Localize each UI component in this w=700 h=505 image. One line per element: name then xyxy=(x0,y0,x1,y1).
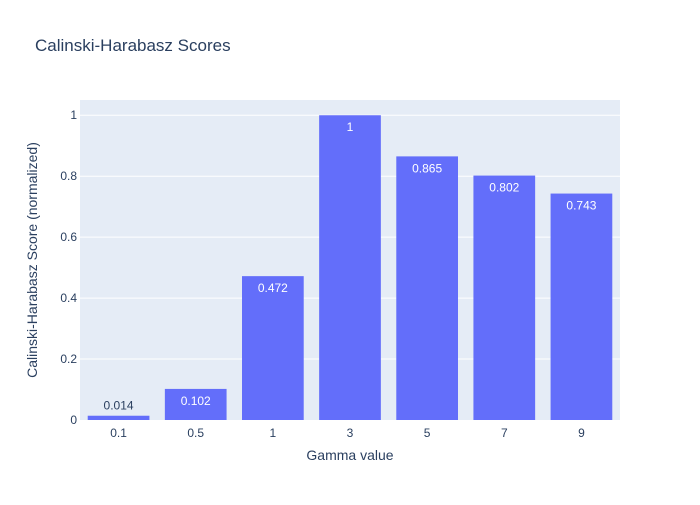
bar-value-label: 0.014 xyxy=(104,399,134,413)
y-tick-label: 0.2 xyxy=(60,352,77,366)
bar-value-label: 0.743 xyxy=(566,199,596,213)
x-tick-label: 0.5 xyxy=(187,426,204,440)
x-tick-label: 3 xyxy=(347,426,354,440)
bar-value-label: 0.472 xyxy=(258,281,288,295)
bar-value-label: 0.802 xyxy=(489,181,519,195)
bar-7 xyxy=(473,175,536,420)
y-axis-title: Calinski-Harabasz Score (normalized) xyxy=(24,142,40,378)
y-tick-label: 1 xyxy=(70,108,77,122)
bar-9 xyxy=(550,193,613,420)
bar-value-label: 1 xyxy=(347,120,354,134)
x-tick-label: 0.1 xyxy=(110,426,127,440)
x-tick-label: 5 xyxy=(424,426,431,440)
bar-0.1 xyxy=(87,415,150,420)
chart-title: Calinski-Harabasz Scores xyxy=(35,36,231,55)
y-tick-label: 0.4 xyxy=(60,291,77,305)
x-axis-title: Gamma value xyxy=(306,447,393,463)
x-tick-label: 1 xyxy=(270,426,277,440)
y-tick-label: 0.6 xyxy=(60,230,77,244)
bar-0.5 xyxy=(164,388,227,420)
x-axis-ticks: 0.1 0.5 1 3 5 7 9 xyxy=(110,426,585,440)
bar-5 xyxy=(396,156,458,420)
x-tick-label: 7 xyxy=(501,426,508,440)
bar-1 xyxy=(242,276,304,420)
y-tick-label: 0.8 xyxy=(60,169,77,183)
bar-value-label: 0.102 xyxy=(181,394,211,408)
bar-value-label: 0.865 xyxy=(412,161,442,175)
x-tick-label: 9 xyxy=(578,426,585,440)
data-labels: 0.014 0.102 0.472 1 0.865 0.802 0.743 xyxy=(104,120,597,412)
bar-3 xyxy=(319,115,381,420)
bars xyxy=(87,115,613,420)
y-axis-ticks: 0 0.2 0.4 0.6 0.8 1 xyxy=(60,108,77,427)
y-tick-label: 0 xyxy=(70,413,77,427)
